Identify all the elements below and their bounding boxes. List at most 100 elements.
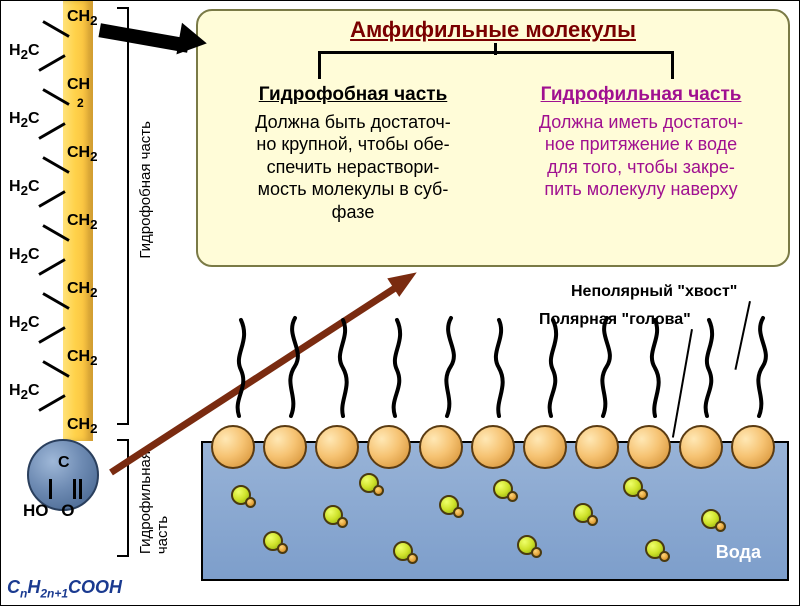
infobox-col-hydrophilic: Гидрофильная часть Должна иметь достаточ… xyxy=(506,83,776,201)
lipid xyxy=(315,425,363,469)
arrow-head-icon xyxy=(176,23,209,59)
lipid xyxy=(575,425,623,469)
water-molecule xyxy=(263,531,289,557)
hydrogen-icon xyxy=(453,507,464,518)
infobox-bracket xyxy=(318,51,674,79)
ch2-label: CH2 xyxy=(67,417,98,436)
lipid-tail xyxy=(385,312,405,427)
hydrogen-icon xyxy=(407,553,418,564)
lipid xyxy=(523,425,571,469)
lipid xyxy=(263,425,311,469)
lipid-monolayer xyxy=(201,301,791,469)
lipid-head xyxy=(419,425,463,469)
label-water: Вода xyxy=(716,542,761,563)
single-bond xyxy=(49,479,52,499)
ch-label: CH xyxy=(67,77,90,93)
lipid-head xyxy=(367,425,411,469)
infobox-col-hydrophobic: Гидрофобная часть Должна быть достаточ- … xyxy=(218,83,488,223)
infobox-right-body: Должна иметь достаточ- ное притяжение к … xyxy=(506,111,776,201)
water-molecule xyxy=(645,539,671,565)
bracket-hydrophobic xyxy=(117,7,129,425)
lipid-tail xyxy=(541,312,561,427)
lipid-tail xyxy=(281,312,301,427)
lipid-head xyxy=(731,425,775,469)
lipid xyxy=(211,425,259,469)
c-label: C xyxy=(58,455,70,471)
hydrogen-icon xyxy=(337,517,348,528)
lipid xyxy=(679,425,727,469)
lipid-head xyxy=(315,425,359,469)
general-formula: CnH2n+1COOH xyxy=(7,577,122,601)
ch2-label: H2C xyxy=(9,247,40,266)
water-molecule xyxy=(439,495,465,521)
bond xyxy=(38,394,65,412)
lipid-head xyxy=(523,425,567,469)
hydrogen-icon xyxy=(715,521,726,532)
lipid-tail xyxy=(593,312,613,427)
lipid-tail xyxy=(333,312,353,427)
infobox-title: Амфифильные молекулы xyxy=(198,17,788,43)
lipid-head xyxy=(471,425,515,469)
hydrogen-icon xyxy=(507,491,518,502)
label-hydrophobic-part: Гидрофобная часть xyxy=(137,121,154,259)
ch2-label: H2C xyxy=(9,111,40,130)
water-molecule xyxy=(323,505,349,531)
hydrogen-icon xyxy=(245,497,256,508)
lipid-tail xyxy=(697,312,717,427)
double-bond xyxy=(79,479,82,499)
hydrogen-icon xyxy=(659,551,670,562)
label-hydrophilic-part: Гидрофильная часть xyxy=(137,451,171,554)
water-molecule xyxy=(623,477,649,503)
lipid-tail xyxy=(489,312,509,427)
ch2-label: H2C xyxy=(9,179,40,198)
infobox-left-heading: Гидрофобная часть xyxy=(218,83,488,107)
lipid xyxy=(419,425,467,469)
ch2-label: H2C xyxy=(9,43,40,62)
bond xyxy=(38,326,65,344)
water-molecule xyxy=(701,509,727,535)
subscript-2: 2 xyxy=(77,97,84,109)
infobox-left-body: Должна быть достаточ- но крупной, чтобы … xyxy=(218,111,488,224)
ch2-label: CH2 xyxy=(67,9,98,28)
lipid-head xyxy=(627,425,671,469)
ch2-label: CH2 xyxy=(67,213,98,232)
lipid-head xyxy=(679,425,723,469)
bond xyxy=(38,190,65,208)
lipid xyxy=(471,425,519,469)
hydrogen-icon xyxy=(373,485,384,496)
water-molecule xyxy=(359,473,385,499)
label-polar-head: Полярная "голова" xyxy=(539,311,691,329)
water-molecule xyxy=(231,485,257,511)
infobox-amphiphilic: Амфифильные молекулы Гидрофобная часть Д… xyxy=(196,9,790,267)
bond xyxy=(38,54,65,72)
hydrogen-icon xyxy=(587,515,598,526)
hydrogen-icon xyxy=(637,489,648,500)
ch2-label: H2C xyxy=(9,315,40,334)
lipid-head xyxy=(575,425,619,469)
lipid-tail xyxy=(749,312,769,427)
water-molecule xyxy=(517,535,543,561)
bond xyxy=(38,258,65,276)
hydrogen-icon xyxy=(531,547,542,558)
double-bond xyxy=(73,479,76,499)
hydrogen-icon xyxy=(277,543,288,554)
lipid-tail xyxy=(229,312,249,427)
ch2-label: CH2 xyxy=(67,349,98,368)
ch2-label: H2C xyxy=(9,383,40,402)
lipid-tail xyxy=(437,312,457,427)
lipid xyxy=(367,425,415,469)
lipid xyxy=(627,425,675,469)
ch2-label: CH2 xyxy=(67,145,98,164)
lipid-head xyxy=(211,425,255,469)
molecule-chain-panel: CH2 H2C CH 2 H2C CH2 H2C CH2 H2C CH2 H2C… xyxy=(1,1,116,605)
lipid xyxy=(731,425,779,469)
infobox-right-heading: Гидрофильная часть xyxy=(506,83,776,107)
label-nonpolar-tail: Неполярный "хвост" xyxy=(571,283,737,301)
bond xyxy=(38,122,65,140)
lipid-tail xyxy=(645,312,665,427)
ho-label: HO xyxy=(23,501,49,520)
ch2-label: CH2 xyxy=(67,281,98,300)
o-label: O xyxy=(61,501,74,520)
cooh-group: HO O xyxy=(19,501,78,521)
water-molecule xyxy=(393,541,419,567)
